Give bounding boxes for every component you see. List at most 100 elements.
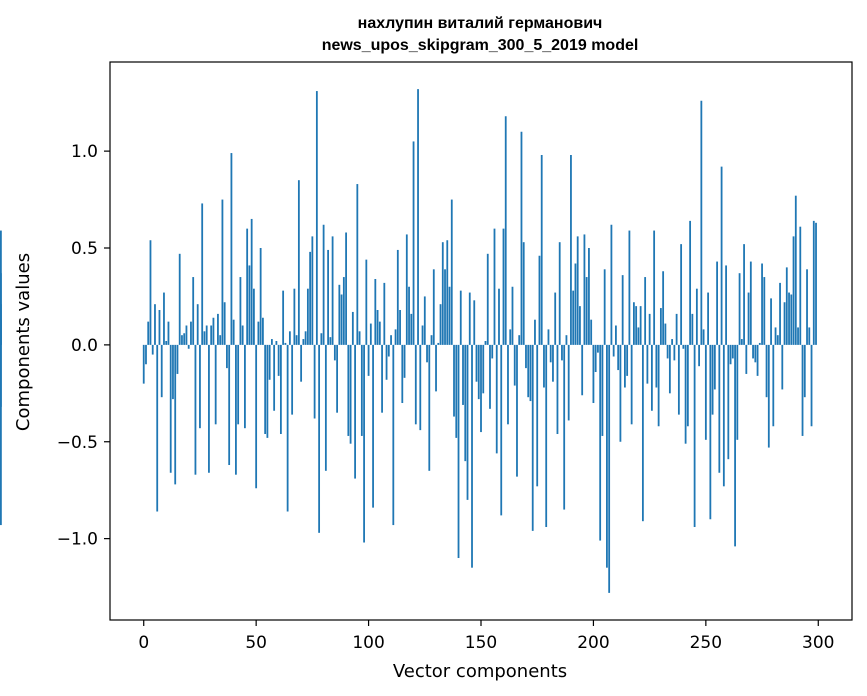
bar-189 bbox=[567, 344, 570, 421]
bar-60 bbox=[277, 344, 280, 376]
bar-132 bbox=[439, 304, 442, 345]
bar-110 bbox=[390, 335, 392, 345]
bar-249 bbox=[702, 329, 705, 345]
bar-152 bbox=[484, 341, 487, 345]
bar-133 bbox=[441, 242, 444, 345]
bar-214 bbox=[624, 344, 626, 388]
bar-undefined bbox=[0, 230, 2, 345]
bar-293 bbox=[801, 344, 804, 436]
bar-50 bbox=[255, 344, 258, 489]
bar-41 bbox=[235, 344, 237, 475]
bar-297 bbox=[810, 344, 813, 427]
bar-82 bbox=[327, 249, 329, 345]
bar-24 bbox=[196, 304, 199, 345]
bar-269 bbox=[747, 292, 750, 345]
bar-27 bbox=[203, 331, 206, 345]
bar-86 bbox=[336, 344, 338, 413]
bar-69 bbox=[297, 180, 300, 345]
bar-14 bbox=[174, 344, 177, 485]
bar-170 bbox=[525, 344, 527, 369]
bar-102 bbox=[372, 344, 374, 508]
bar-295 bbox=[806, 269, 808, 345]
bar-68 bbox=[295, 335, 298, 345]
bar-157 bbox=[495, 344, 498, 454]
bar-275 bbox=[761, 263, 763, 345]
bar-64 bbox=[286, 344, 289, 512]
bar-218 bbox=[633, 302, 635, 345]
bar-260 bbox=[727, 344, 730, 460]
bar-205 bbox=[603, 269, 606, 345]
bar-256 bbox=[718, 344, 721, 473]
bar-192 bbox=[574, 263, 577, 345]
bar-119 bbox=[410, 313, 413, 345]
bar-198 bbox=[588, 248, 590, 345]
bar-19 bbox=[185, 325, 188, 345]
bar-105 bbox=[378, 321, 381, 345]
bar-31 bbox=[212, 317, 215, 345]
bar-274 bbox=[758, 342, 761, 345]
bar-51 bbox=[257, 321, 260, 345]
bar-191 bbox=[572, 290, 575, 345]
bars-group bbox=[0, 89, 817, 593]
bar-215 bbox=[626, 344, 629, 376]
bar-57 bbox=[270, 339, 273, 345]
bar-12 bbox=[169, 344, 172, 473]
bar-272 bbox=[754, 344, 757, 363]
bar-143 bbox=[464, 344, 467, 462]
bar-290 bbox=[794, 195, 797, 345]
bar-270 bbox=[749, 261, 752, 345]
bar-216 bbox=[628, 230, 631, 345]
bar-126 bbox=[426, 344, 428, 363]
bar-44 bbox=[241, 325, 244, 345]
bar-11 bbox=[167, 321, 170, 345]
bar-228 bbox=[655, 344, 658, 388]
bar-70 bbox=[300, 344, 303, 382]
bar-96 bbox=[358, 331, 361, 345]
y-axis-label: Components values bbox=[13, 253, 34, 431]
bar-120 bbox=[412, 141, 415, 345]
bar-151 bbox=[482, 344, 485, 394]
bar-129 bbox=[432, 269, 435, 345]
bar-171 bbox=[527, 344, 530, 398]
bar-125 bbox=[423, 296, 426, 345]
bar-39 bbox=[230, 153, 233, 345]
bar-250 bbox=[704, 344, 707, 440]
bar-159 bbox=[500, 344, 503, 516]
bar-251 bbox=[707, 292, 709, 345]
y-tick-label: −1.0 bbox=[57, 530, 98, 550]
bar-266 bbox=[740, 339, 743, 345]
bar-77 bbox=[315, 91, 318, 345]
bar-239 bbox=[680, 244, 683, 345]
x-tick-label: 200 bbox=[577, 633, 609, 653]
bar-155 bbox=[491, 344, 494, 359]
bar-258 bbox=[722, 344, 725, 487]
bar-9 bbox=[163, 292, 165, 345]
bar-237 bbox=[675, 313, 678, 345]
bar-276 bbox=[763, 277, 766, 345]
bar-66 bbox=[291, 344, 294, 415]
bar-286 bbox=[785, 267, 788, 345]
bar-84 bbox=[331, 236, 334, 345]
bar-25 bbox=[199, 344, 201, 429]
bar-104 bbox=[376, 310, 379, 345]
bar-156 bbox=[493, 228, 496, 345]
bar-118 bbox=[408, 286, 410, 345]
bar-241 bbox=[684, 344, 687, 444]
bar-273 bbox=[756, 344, 759, 376]
bar-130 bbox=[435, 344, 437, 392]
bar-88 bbox=[340, 294, 343, 345]
bar-111 bbox=[392, 344, 395, 526]
x-axis-ticks: 0 50 100 150 200 250 300 bbox=[138, 620, 834, 653]
bar-254 bbox=[713, 344, 716, 390]
bar-73 bbox=[306, 288, 309, 345]
bar-136 bbox=[448, 286, 451, 345]
bar-201 bbox=[594, 344, 597, 373]
bar-163 bbox=[509, 329, 512, 345]
bar-99 bbox=[365, 259, 368, 345]
bar-245 bbox=[693, 344, 696, 528]
bar-94 bbox=[354, 344, 356, 479]
bar-100 bbox=[367, 344, 370, 376]
bar-122 bbox=[417, 89, 419, 345]
bar-46 bbox=[246, 228, 249, 345]
bar-161 bbox=[504, 116, 507, 345]
